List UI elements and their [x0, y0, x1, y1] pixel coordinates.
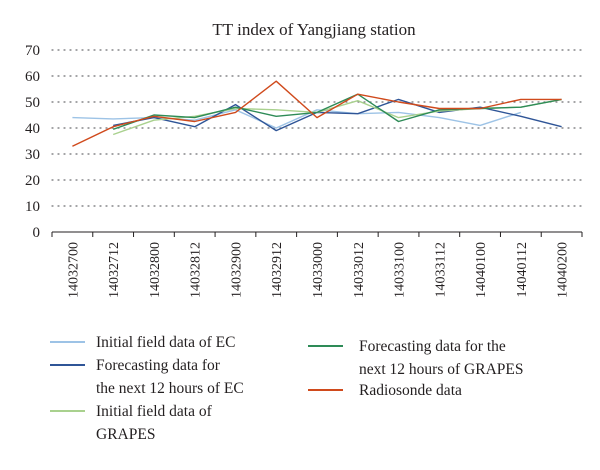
x-tick-label: 14040100: [474, 242, 489, 298]
x-tick-label: 14032800: [148, 242, 163, 298]
gridlines: [51, 49, 583, 207]
series-line-2: [113, 98, 562, 132]
y-tick-label: 0: [33, 225, 41, 241]
x-tick-label: 14033012: [352, 242, 367, 298]
x-tick-label: 14032900: [229, 242, 244, 298]
x-tick-label: 14033000: [311, 242, 326, 298]
y-tick-label: 20: [25, 173, 40, 189]
legend-label: next 12 hours of GRAPES: [359, 361, 523, 378]
x-tick-label: 14033100: [393, 242, 408, 298]
x-tick-label: 14032700: [66, 242, 81, 298]
chart-title: TT index of Yangjiang station: [212, 20, 416, 39]
legend: Initial field data of EC Forecasting data…: [50, 334, 523, 443]
legend-label: Initial field data of: [96, 403, 213, 420]
x-tick-label: 14040200: [556, 242, 571, 298]
x-tick-label: 14040112: [515, 242, 530, 297]
legend-label: Forecasting data for the: [359, 338, 506, 355]
y-tick-label: 60: [25, 69, 40, 85]
y-axis: 0 10 20 30 40 50 60 70: [25, 43, 40, 241]
series-layer: [72, 80, 562, 147]
y-tick-label: 40: [25, 121, 40, 137]
x-tick-label: 14032712: [107, 242, 122, 298]
x-tick-label: 14032812: [189, 242, 204, 298]
legend-label: Initial field data of EC: [96, 334, 235, 351]
legend-label: GRAPES: [96, 426, 155, 443]
x-tick-label: 14032912: [270, 242, 285, 298]
y-tick-label: 50: [25, 95, 40, 111]
x-tick-label: 14033112: [433, 242, 448, 297]
series-line-5: [72, 80, 562, 147]
legend-label: the next 12 hours of EC: [96, 380, 244, 397]
y-tick-label: 70: [25, 43, 40, 59]
y-tick-label: 30: [25, 147, 40, 163]
x-axis: 14032700 14032712 14032800 14032812 14032900…: [51, 231, 583, 298]
legend-label: Forecasting data for: [96, 357, 221, 374]
y-tick-label: 10: [25, 199, 40, 215]
legend-label: Radiosonde data: [359, 382, 462, 399]
series-line-4: [112, 93, 562, 130]
